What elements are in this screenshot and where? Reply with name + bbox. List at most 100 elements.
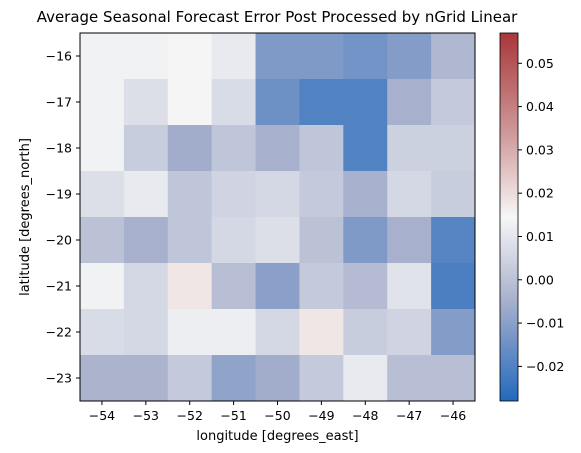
colorbar-tick-label: 0.00: [526, 272, 554, 287]
heatmap-cell: [431, 33, 476, 80]
heatmap-cell: [80, 125, 125, 172]
heatmap-cell: [387, 171, 432, 218]
heatmap-cell: [80, 263, 125, 310]
x-tick-label: −51: [220, 408, 246, 423]
heatmap-cell: [80, 79, 125, 126]
heatmap-cell: [80, 217, 125, 264]
heatmap-cell: [343, 125, 388, 172]
heatmap-cell: [387, 309, 432, 356]
heatmap-cell: [167, 217, 213, 264]
colorbar-tick-label: 0.02: [526, 186, 554, 201]
heatmap-cell: [255, 33, 300, 80]
heatmap-cell: [167, 79, 213, 126]
heatmap-cell: [80, 33, 125, 80]
heatmap-cell: [255, 355, 300, 402]
colorbar-tick-label: 0.05: [526, 56, 554, 71]
y-tick-label: −21: [46, 279, 72, 294]
heatmap-cell: [167, 309, 213, 356]
heatmap-cell: [211, 309, 257, 356]
heatmap-cell: [123, 33, 169, 80]
heatmap-cell: [343, 355, 388, 402]
y-tick-label: −19: [46, 187, 72, 202]
colorbar-tick-label: 0.03: [526, 142, 554, 157]
x-tick-label: −53: [133, 408, 159, 423]
heatmap-cell: [211, 125, 257, 172]
chart-title: Average Seasonal Forecast Error Post Pro…: [37, 8, 518, 26]
heatmap-cell: [431, 171, 476, 218]
heatmap-cell: [387, 33, 432, 80]
heatmap-cell: [299, 217, 344, 264]
x-axis-ticks: −54 −53 −52 −51 −50 −49 −48 −47 −46: [89, 401, 466, 423]
x-tick-label: −50: [264, 408, 290, 423]
x-tick-label: −46: [440, 408, 466, 423]
heatmap-cell: [123, 309, 169, 356]
heatmap-cell: [299, 263, 344, 310]
colorbar-tick-label: −0.02: [526, 359, 564, 374]
heatmap-cell: [123, 355, 169, 402]
heatmap-cell: [255, 263, 300, 310]
y-tick-label: −16: [46, 49, 72, 64]
heatmap-cell: [167, 263, 213, 310]
heatmap-cell: [299, 309, 344, 356]
heatmap-cell: [255, 79, 300, 126]
heatmap-cell: [211, 263, 257, 310]
heatmap-cell: [387, 217, 432, 264]
heatmap-cell: [387, 355, 432, 402]
heatmap-cell: [387, 79, 432, 126]
heatmap-cell: [299, 79, 344, 126]
colorbar-tick-label: 0.01: [526, 229, 554, 244]
heatmap-cell: [211, 355, 257, 402]
heatmap-cell: [80, 171, 125, 218]
heatmap-cell: [431, 217, 476, 264]
heatmap-cell: [255, 125, 300, 172]
heatmap-cell: [431, 355, 476, 402]
heatmap-cell: [167, 33, 213, 80]
x-tick-label: −52: [177, 408, 203, 423]
y-tick-label: −17: [46, 95, 72, 110]
y-tick-label: −23: [46, 371, 72, 386]
heatmap-cell: [255, 171, 300, 218]
heatmap-cell: [343, 217, 388, 264]
heatmap-cell: [255, 309, 300, 356]
heatmap-cell: [80, 309, 125, 356]
heatmap-cell: [343, 79, 388, 126]
heatmap-cell: [80, 355, 125, 402]
heatmap-cell: [343, 33, 388, 80]
colorbar-tick-label: 0.04: [526, 99, 554, 114]
y-axis-label: latitude [degrees_north]: [18, 138, 33, 296]
heatmap-cell: [431, 125, 476, 172]
heatmap-cell: [299, 171, 344, 218]
heatmap-cell: [167, 125, 213, 172]
heatmap-cell: [123, 171, 169, 218]
heatmap-cell: [123, 263, 169, 310]
heatmap-cell: [211, 217, 257, 264]
x-tick-label: −49: [308, 408, 334, 423]
heatmap-cell: [431, 309, 476, 356]
heatmap-cell: [123, 79, 169, 126]
heatmap-cell: [431, 263, 476, 310]
heatmap-cell: [255, 217, 300, 264]
heatmap-cell: [167, 171, 213, 218]
heatmap-cell: [123, 217, 169, 264]
colorbar-tick-label: −0.01: [526, 316, 564, 331]
x-tick-label: −48: [352, 408, 378, 423]
heatmap-cell: [431, 79, 476, 126]
heatmap-cells: [80, 33, 476, 402]
heatmap-cell: [211, 79, 257, 126]
heatmap-cell: [387, 263, 432, 310]
heatmap-cell: [387, 125, 432, 172]
heatmap-cell: [299, 33, 344, 80]
heatmap-cell: [343, 171, 388, 218]
heatmap-cell: [343, 309, 388, 356]
colorbar-ticks: −0.02 −0.01 0.00 0.01 0.02 0.03 0.04 0.05: [518, 56, 564, 374]
x-tick-label: −47: [396, 408, 422, 423]
heatmap-cell: [299, 355, 344, 402]
x-tick-label: −54: [89, 408, 115, 423]
heatmap-cell: [167, 355, 213, 402]
colorbar: [499, 32, 519, 402]
x-axis-label: longitude [degrees_east]: [196, 429, 358, 444]
y-tick-label: −18: [46, 141, 72, 156]
heatmap-cell: [211, 33, 257, 80]
y-axis-ticks: −16 −17 −18 −19 −20 −21 −22 −23: [46, 49, 80, 386]
